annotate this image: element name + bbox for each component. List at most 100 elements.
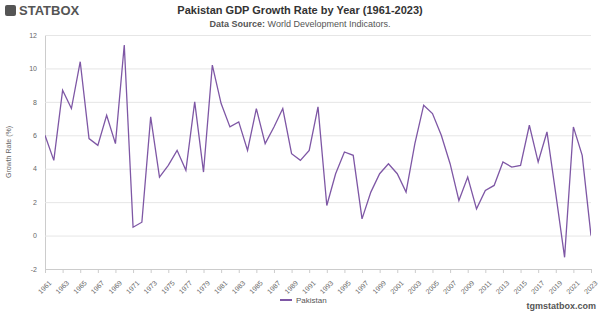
x-tick: 2001	[389, 269, 405, 295]
x-tick-mark	[503, 269, 504, 273]
x-tick-label: 1979	[195, 279, 211, 295]
x-tick-mark	[133, 269, 134, 273]
line	[45, 45, 591, 257]
y-axis-title: Growth Rate (%)	[5, 126, 13, 178]
x-tick: 1991	[301, 269, 317, 295]
x-tick-mark	[521, 269, 522, 273]
x-tick-label: 1987	[266, 279, 282, 295]
legend-label: Pakistan	[296, 296, 327, 305]
y-tick: 8	[33, 99, 591, 106]
x-tick-mark	[98, 269, 99, 273]
x-tick-mark	[327, 269, 328, 273]
subtitle: Data Source: World Development Indicator…	[210, 19, 391, 29]
x-tick-label: 1977	[178, 279, 194, 295]
logo-text: STATBOX	[19, 3, 80, 18]
y-tick-label: 8	[33, 99, 37, 106]
x-tick-label: 1989	[283, 279, 299, 295]
x-tick-label: 1985	[248, 279, 264, 295]
x-tick-mark	[591, 269, 592, 273]
x-tick-label: 1995	[336, 279, 352, 295]
x-tick-label: 1983	[230, 279, 246, 295]
x-tick-mark	[168, 269, 169, 273]
x-tick: 1995	[336, 269, 352, 295]
x-tick-mark	[556, 269, 557, 273]
x-tick: 1973	[142, 269, 158, 295]
x-tick-mark	[256, 269, 257, 273]
x-tick-label: 1973	[142, 279, 158, 295]
logo-icon	[5, 5, 16, 16]
legend: Pakistan	[280, 296, 327, 305]
x-tick-label: 1981	[213, 279, 229, 295]
x-tick-mark	[397, 269, 398, 273]
grid-line	[45, 202, 591, 203]
x-tick-label: 1991	[301, 279, 317, 295]
grid-line	[45, 35, 591, 36]
y-tick-label: 0	[33, 232, 37, 239]
x-tick: 1963	[54, 269, 70, 295]
x-tick: 2011	[477, 269, 493, 295]
x-tick-label: 2013	[495, 279, 511, 295]
x-tick-label: 2019	[547, 279, 563, 295]
x-tick: 2007	[442, 269, 458, 295]
x-tick-label: 2005	[424, 279, 440, 295]
x-tick-label: 2017	[530, 279, 546, 295]
grid-line	[45, 236, 591, 237]
x-tick-mark	[380, 269, 381, 273]
x-tick-label: 2015	[512, 279, 528, 295]
x-tick-mark	[309, 269, 310, 273]
x-tick-mark	[485, 269, 486, 273]
x-tick-label: 1975	[160, 279, 176, 295]
y-tick-label: 12	[29, 32, 37, 39]
x-tick-mark	[45, 269, 46, 273]
y-tick: 10	[29, 65, 591, 72]
x-tick: 1965	[72, 269, 88, 295]
x-tick-mark	[80, 269, 81, 273]
x-tick: 2013	[495, 269, 511, 295]
y-axis: -2024681012	[29, 32, 591, 273]
x-tick-mark	[415, 269, 416, 273]
x-tick-label: 2007	[442, 279, 458, 295]
x-tick: 1979	[195, 269, 211, 295]
x-tick: 1993	[318, 269, 334, 295]
x-tick-mark	[239, 269, 240, 273]
x-tick-label: 2009	[459, 279, 475, 295]
x-tick-mark	[573, 269, 574, 273]
x-tick-label: 1993	[318, 279, 334, 295]
x-axis-line	[46, 270, 592, 274]
x-tick: 1985	[248, 269, 264, 295]
x-tick: 1969	[107, 269, 123, 295]
y-tick: 12	[29, 32, 591, 39]
x-tick-mark	[115, 269, 116, 273]
x-tick-mark	[204, 269, 205, 273]
y-tick-label: 10	[29, 65, 37, 72]
x-tick: 1997	[354, 269, 370, 295]
x-tick: 2005	[424, 269, 440, 295]
legend-swatch	[280, 299, 292, 301]
x-tick-label: 2021	[565, 279, 581, 295]
x-tick: 2019	[547, 269, 563, 295]
x-tick-mark	[538, 269, 539, 273]
x-tick: 1987	[266, 269, 282, 295]
y-tick: 4	[33, 165, 591, 172]
series-group	[45, 45, 591, 257]
x-tick-label: 1965	[72, 279, 88, 295]
x-tick: 1989	[283, 269, 299, 295]
x-tick: 1981	[213, 269, 229, 295]
watermark: tgmstatbox.com	[526, 301, 596, 311]
y-tick-label: 6	[33, 132, 37, 139]
x-tick-label: 2011	[477, 279, 493, 295]
x-tick-label: 1971	[125, 279, 141, 295]
x-tick-mark	[468, 269, 469, 273]
x-tick-mark	[63, 269, 64, 273]
logo: STATBOX	[5, 3, 80, 18]
x-tick: 1999	[371, 269, 387, 295]
y-tick: 2	[33, 199, 591, 206]
x-tick-mark	[344, 269, 345, 273]
grid-line	[45, 169, 591, 170]
x-tick-mark	[274, 269, 275, 273]
x-tick: 2021	[565, 269, 581, 295]
x-tick: 2003	[407, 269, 423, 295]
plot: -202468101219611963196519671969197119731…	[29, 32, 599, 295]
x-tick-label: 2003	[407, 279, 423, 295]
y-tick: 0	[33, 232, 591, 239]
